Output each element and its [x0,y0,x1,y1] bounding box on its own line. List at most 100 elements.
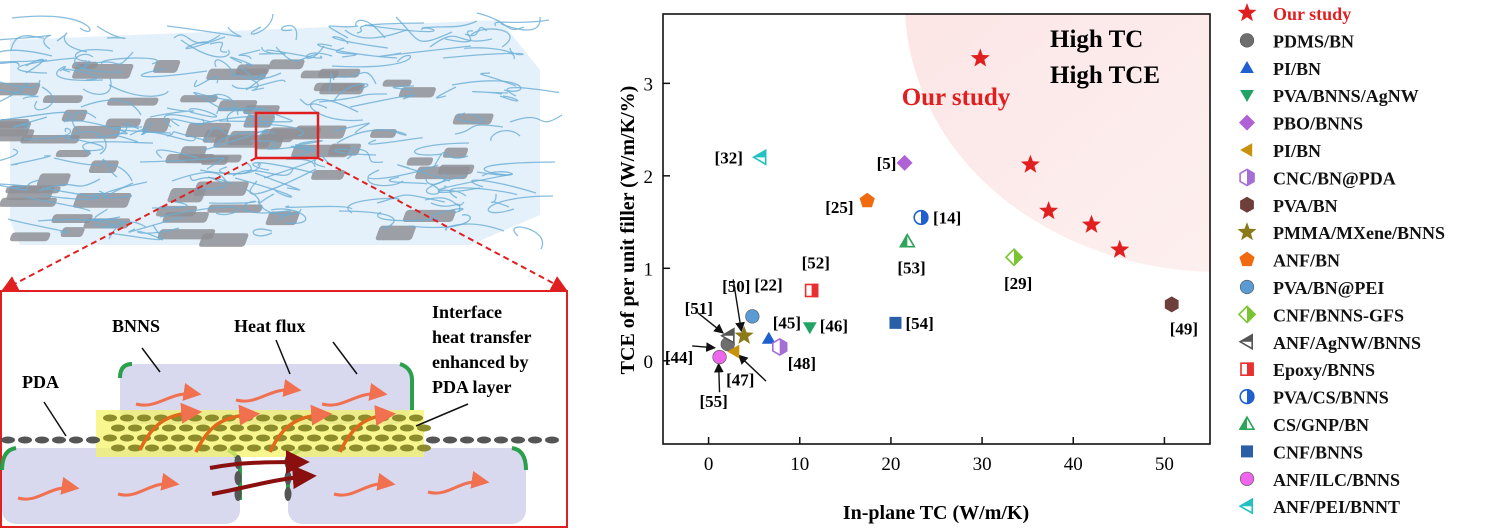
point-label: [50] [722,277,750,296]
pda-dot [1,436,15,444]
fiber [464,47,515,60]
pda-dot [111,444,125,452]
pda-dot [69,436,83,444]
bn-sheet [206,68,268,81]
data-point [1013,248,1024,267]
legend-label: PMMA/MXene/BNNS [1273,223,1445,243]
legend-label: PI/BN [1273,59,1321,79]
pda-dot [230,444,244,452]
fiber [490,129,521,142]
y-tick-label: 3 [644,74,654,95]
pda-dot [409,414,423,422]
legend-label: ANF/AgNW/BNNS [1273,333,1421,353]
legend-label: ANF/BN [1273,251,1340,271]
fiber [0,111,71,123]
pda-dot [205,414,219,422]
bn-sheet [199,233,249,247]
fiber [80,99,142,116]
legend-marker [1241,445,1253,458]
fiber [356,22,425,34]
high-region [905,14,1210,272]
pda-dot [392,434,406,442]
pda-dot [284,487,292,501]
data-point [1039,201,1059,220]
fiber [263,159,326,179]
fiber [266,49,323,59]
legend-label: PBO/BNNS [1273,114,1363,134]
fiber [170,118,205,127]
fiber [41,187,106,198]
pda-dot [400,424,414,432]
region-label: Our study [902,84,1011,111]
legend-label: CNF/BNNS-GFS [1273,305,1404,325]
pda-dot [179,444,193,452]
pda-dot [111,424,125,432]
fiber [425,172,447,185]
pda-dots [1,414,559,501]
bn-sheet [180,95,218,103]
fiber [451,80,522,92]
fiber [437,187,481,197]
pda-dot [205,434,219,442]
x-tick-label: 50 [1155,454,1174,475]
pointer-heat-flux [332,341,358,375]
fiber [338,210,395,230]
fiber [226,107,276,124]
fiber [205,126,228,140]
fiber [24,196,91,212]
label-interface-line4: PDA layer [432,377,511,397]
legend-label: Our study [1273,4,1351,24]
fiber [252,162,315,174]
pda-dot [298,424,312,432]
fiber [139,157,225,170]
legend-label: ANF/PEI/BNNT [1273,497,1400,517]
bn-sheet [442,147,469,158]
fiber [23,127,72,140]
data-point [802,322,817,335]
data-point [1020,154,1040,173]
pda-dot [417,424,431,432]
fiber [449,187,518,199]
bn-sheet [382,79,412,87]
heat-arrow [333,472,396,497]
bn-sheet [0,82,41,96]
legend-marker [1239,114,1255,131]
y-axis-label: TCE of per unit filler (W/m/K/%) [617,86,639,375]
scatter-chart: 0 10 20 30 40 50 0 1 2 3 In-plane TC (W/m/K) TCE… [617,13,1211,524]
pda-dot [120,414,134,422]
pda-dot [120,434,134,442]
fiber [229,56,254,67]
fiber [349,147,384,164]
data-point [712,349,727,365]
fiber [250,139,278,149]
fiber [193,91,231,109]
data-point [727,344,740,359]
fiber [37,178,101,192]
y-tick-label: 0 [644,352,654,373]
bn-sheet [406,157,434,166]
cross-arrow [211,465,317,496]
pda-dot [417,444,431,452]
fiber [209,41,228,53]
heat-arrow [194,404,261,453]
fiber [257,200,302,216]
fiber [334,148,377,160]
fiber [128,216,184,233]
data-point [734,325,754,344]
fiber [336,71,377,85]
point-label: [45] [773,314,801,333]
bn-sheet [402,209,456,222]
label-interface-line1: Interface [432,302,502,322]
legend-marker [1239,471,1255,486]
bn-sheet [142,118,171,133]
pda-dot [366,444,380,452]
legend-label: PDMS/BN [1273,31,1354,51]
fiber [171,171,227,182]
point-label: [49] [1170,319,1198,338]
fiber [392,85,415,91]
fiber [209,93,239,116]
fiber [17,57,76,74]
leader-arrow [732,279,745,333]
bn-sheet [88,160,119,174]
legend-marker [1239,33,1255,48]
